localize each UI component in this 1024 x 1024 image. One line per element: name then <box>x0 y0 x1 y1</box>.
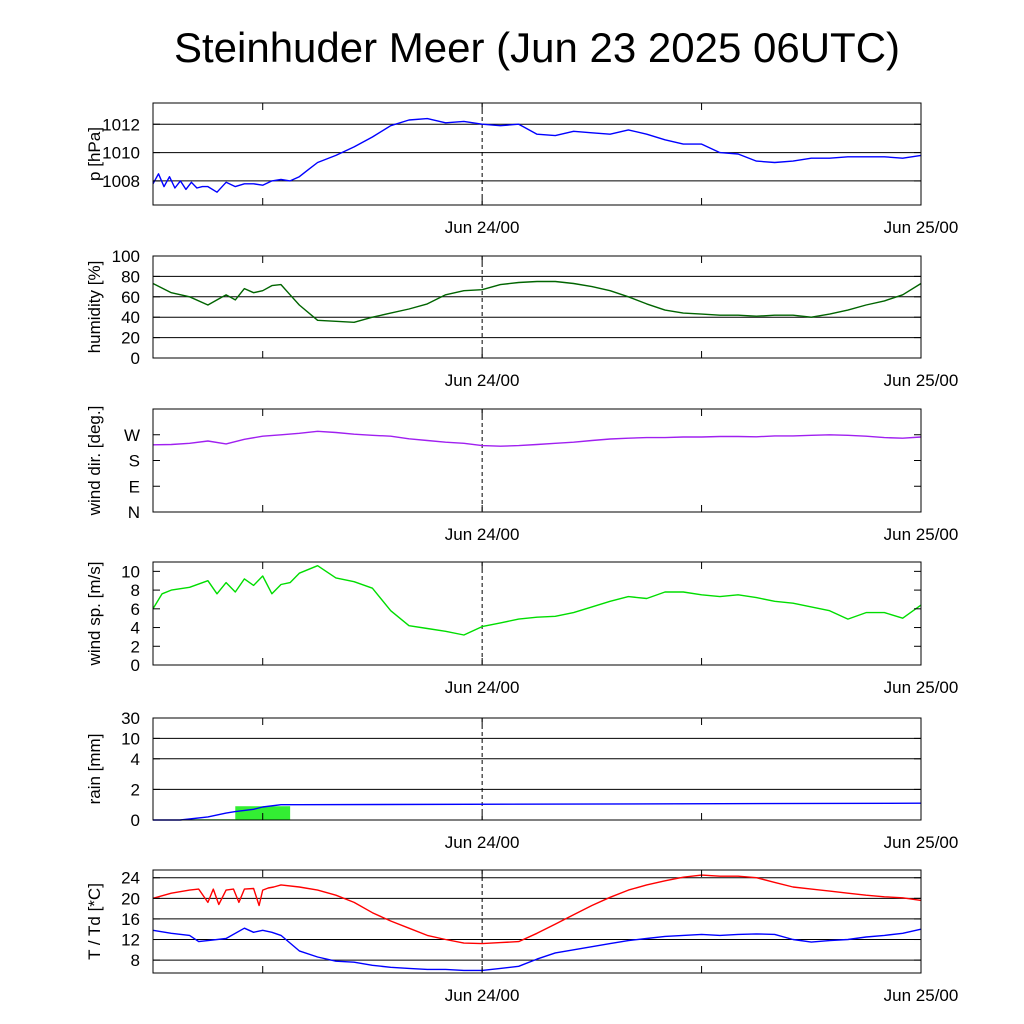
temperature-ytick-label: 16 <box>121 910 140 929</box>
pressure-frame <box>152 102 922 206</box>
wind_speed-xtick-label: Jun 25/00 <box>884 678 959 697</box>
pressure-series-0-line <box>152 117 922 193</box>
wind_direction-xtick-label: Jun 25/00 <box>884 525 959 544</box>
wind_direction-ytick-label: W <box>124 426 140 445</box>
wind_speed-ytick-label: 8 <box>131 581 140 600</box>
pressure-xtick-label: Jun 25/00 <box>884 218 959 237</box>
humidity-ytick-label: 0 <box>131 349 140 368</box>
wind_speed-ytick-label: 6 <box>131 600 140 619</box>
wind_direction-ytick-label: E <box>129 477 140 496</box>
humidity-ylabel: humidity [%] <box>85 261 104 354</box>
rain-frame <box>152 717 922 821</box>
humidity-ytick-label: 60 <box>121 288 140 307</box>
wind_speed-ytick-label: 0 <box>131 656 140 675</box>
pressure-ylabel: p [hPa] <box>85 127 104 181</box>
wind_speed-xtick-label: Jun 24/00 <box>445 678 520 697</box>
humidity-ytick-label: 40 <box>121 308 140 327</box>
rain-ytick-label: 10 <box>121 729 140 748</box>
wind_speed-ytick-label: 2 <box>131 637 140 656</box>
wind_direction-series-0-line <box>152 430 922 447</box>
temperature-ytick-label: 8 <box>131 951 140 970</box>
temperature-ytick-label: 24 <box>121 869 140 888</box>
pressure-ytick-label: 1008 <box>102 172 140 191</box>
wind_direction-ytick-label: N <box>128 503 140 522</box>
humidity-xtick-label: Jun 24/00 <box>445 371 520 390</box>
rain-ytick-label: 2 <box>131 780 140 799</box>
temperature-ylabel: T / Td [*C] <box>85 883 104 960</box>
humidity-frame <box>152 255 922 359</box>
rain-ylabel: rain [mm] <box>85 734 104 805</box>
humidity-series-0-line <box>152 280 922 323</box>
humidity-ytick-label: 100 <box>112 247 140 266</box>
wind_speed-series-0-line <box>152 565 922 636</box>
wind_speed-ylabel: wind sp. [m/s] <box>85 562 104 667</box>
humidity-ytick-label: 20 <box>121 329 140 348</box>
rain-xtick-label: Jun 25/00 <box>884 833 959 852</box>
pressure-ytick-label: 1012 <box>102 115 140 134</box>
temperature-frame <box>152 869 922 974</box>
temperature-xtick-label: Jun 25/00 <box>884 986 959 1005</box>
rain-ytick-label: 4 <box>131 750 140 769</box>
page-title: Steinhuder Meer (Jun 23 2025 06UTC) <box>173 24 901 71</box>
rain-series-0-line <box>153 802 922 821</box>
temperature-ytick-label: 12 <box>121 931 140 950</box>
wind_speed-ytick-label: 4 <box>131 619 140 638</box>
rain-ytick-label: 0 <box>131 811 140 830</box>
wind_direction-frame <box>152 408 922 513</box>
humidity-ytick-label: 80 <box>121 267 140 286</box>
wind_direction-ytick-label: S <box>129 452 140 471</box>
wind_speed-frame <box>152 561 922 666</box>
rain-xtick-label: Jun 24/00 <box>445 833 520 852</box>
rain-ytick-label: 30 <box>121 709 140 728</box>
pressure-ytick-label: 1010 <box>102 144 140 163</box>
temperature-xtick-label: Jun 24/00 <box>445 986 520 1005</box>
temperature-series-0-line <box>152 874 922 945</box>
wind_direction-xtick-label: Jun 24/00 <box>445 525 520 544</box>
wind_speed-ytick-label: 10 <box>121 562 140 581</box>
wind_direction-ylabel: wind dir. [deg.] <box>85 406 104 517</box>
pressure-xtick-label: Jun 24/00 <box>445 218 520 237</box>
temperature-series-1-line <box>152 927 922 972</box>
temperature-ytick-label: 20 <box>121 889 140 908</box>
humidity-xtick-label: Jun 25/00 <box>884 371 959 390</box>
